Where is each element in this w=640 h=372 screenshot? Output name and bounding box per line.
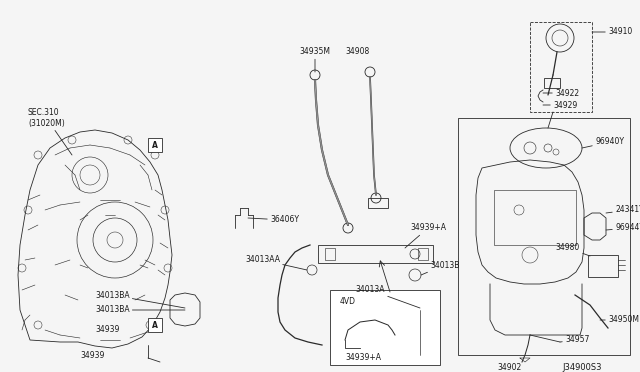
Text: SEC.310
(31020M): SEC.310 (31020M) [28, 108, 72, 155]
Text: 34957: 34957 [560, 336, 589, 344]
Text: 34013BA: 34013BA [95, 305, 185, 314]
Bar [148, 318, 162, 332]
Bar [318, 245, 433, 263]
Text: 34980: 34980 [556, 244, 590, 256]
Bar [148, 138, 162, 152]
Text: A: A [152, 141, 158, 150]
Text: 4VD: 4VD [340, 298, 356, 307]
Bar [544, 78, 560, 88]
Text: 34013AA: 34013AA [245, 256, 307, 270]
Text: 34939+A: 34939+A [405, 224, 446, 248]
Text: 34939: 34939 [80, 350, 104, 359]
Text: 24341Y: 24341Y [606, 205, 640, 215]
Text: 96940Y: 96940Y [582, 138, 624, 148]
Bar [330, 290, 440, 365]
Bar [530, 22, 592, 112]
Bar [418, 248, 428, 260]
Text: 34939: 34939 [95, 326, 120, 334]
Text: 34935M: 34935M [300, 48, 330, 72]
Text: 96944Y: 96944Y [606, 224, 640, 232]
Bar [494, 190, 576, 245]
Text: 34013B: 34013B [421, 260, 460, 275]
Text: 34013BA: 34013BA [95, 291, 185, 308]
Text: 34929: 34929 [543, 100, 577, 109]
Bar [325, 248, 335, 260]
Text: J34900S3: J34900S3 [562, 363, 602, 372]
Text: 34902: 34902 [498, 363, 522, 372]
Bar [588, 255, 618, 277]
Text: 34013A: 34013A [355, 285, 420, 308]
Text: 34910: 34910 [592, 28, 632, 36]
Text: 36406Y: 36406Y [248, 215, 299, 224]
Bar [458, 118, 630, 355]
Bar [368, 198, 388, 208]
Text: 34922: 34922 [543, 89, 579, 97]
Text: A: A [152, 321, 158, 330]
Text: 34939+A: 34939+A [345, 353, 381, 362]
Text: 34908: 34908 [346, 48, 370, 57]
Text: 34950M: 34950M [600, 315, 639, 324]
